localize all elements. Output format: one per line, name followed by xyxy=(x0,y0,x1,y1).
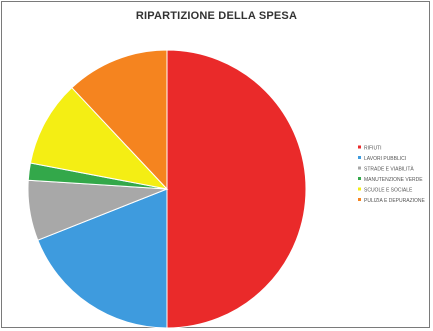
legend-label: STRADE E VIABILITÀ xyxy=(364,166,414,173)
legend-swatch xyxy=(358,177,361,180)
legend-swatch xyxy=(358,187,361,191)
legend: RIFIUTI LAVORI PUBBLICI STRADE E VIABILITÀ… xyxy=(358,145,426,204)
legend-label: PULIZIA E DEPURAZIONE xyxy=(364,198,426,204)
legend-swatch xyxy=(358,145,361,149)
legend-label: MANUTENZIONE VERDE xyxy=(364,177,423,183)
legend-label: LAVORI PUBBLICI xyxy=(364,156,406,162)
legend-swatch xyxy=(358,198,361,201)
chart-title: RIPARTIZIONE DELLA SPESA xyxy=(135,10,298,22)
legend-label: RIFIUTI xyxy=(364,146,382,152)
legend-swatch xyxy=(358,166,361,170)
pie-slices xyxy=(27,49,307,329)
legend-label: SCUOLE E SOCIALE xyxy=(364,188,413,194)
pie-slice-scuole-e-sociale xyxy=(29,86,169,190)
legend-swatch xyxy=(358,156,361,159)
pie-slice-pulizia-e-depurazione xyxy=(71,49,168,191)
pie-slice-lavori-pubblici xyxy=(37,188,168,329)
pie-slice-rifiuti xyxy=(166,49,307,329)
